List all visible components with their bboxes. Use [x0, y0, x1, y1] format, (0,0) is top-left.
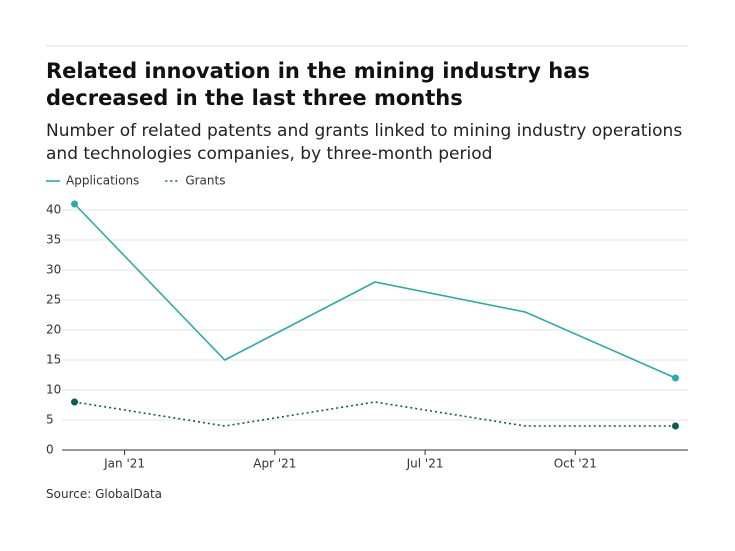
x-tick-label: Oct '21 [554, 457, 597, 471]
y-tick-label: 30 [46, 263, 61, 277]
source: Source: GlobalData [46, 487, 162, 501]
x-tick-label: Apr '21 [253, 457, 296, 471]
end-marker [672, 423, 679, 430]
y-tick-label: 15 [46, 353, 61, 367]
y-tick-label: 20 [46, 323, 61, 337]
y-tick-label: 40 [46, 203, 61, 217]
x-tick-label: Jan '21 [103, 457, 145, 471]
legend-label: Grants [185, 174, 225, 188]
chart-title: Related innovation in the mining industr… [46, 58, 706, 112]
y-tick-label: 10 [46, 383, 61, 397]
series-line [75, 402, 676, 426]
x-tick-label: Jul '21 [406, 457, 444, 471]
end-marker [71, 201, 78, 208]
end-marker [672, 375, 679, 382]
end-marker [71, 399, 78, 406]
series-line [75, 204, 676, 378]
legend-label: Applications [66, 174, 139, 188]
y-tick-label: 35 [46, 233, 61, 247]
y-tick-label: 0 [46, 443, 54, 457]
y-tick-label: 25 [46, 293, 61, 307]
y-tick-label: 5 [46, 413, 54, 427]
chart-subtitle: Number of related patents and grants lin… [46, 120, 696, 166]
